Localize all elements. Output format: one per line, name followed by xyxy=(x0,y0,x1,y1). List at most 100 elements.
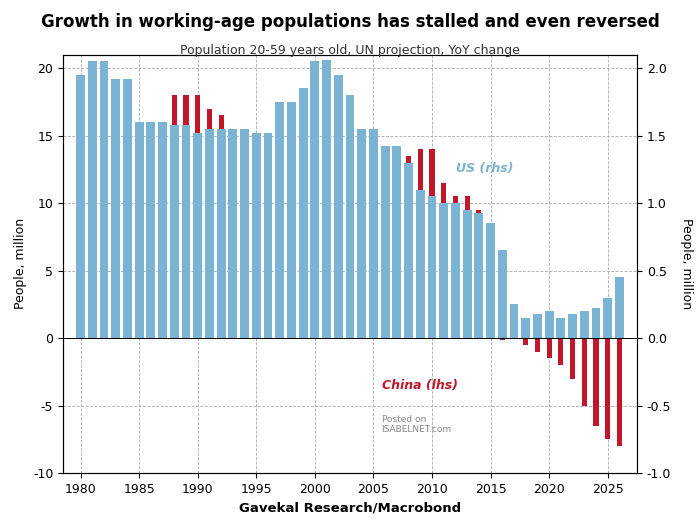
Bar xyxy=(264,133,272,338)
Bar xyxy=(136,142,142,338)
Bar xyxy=(111,79,120,338)
Bar xyxy=(334,75,343,338)
Bar xyxy=(570,338,575,379)
Bar xyxy=(170,125,178,338)
Bar xyxy=(545,311,554,338)
Bar xyxy=(523,338,528,345)
Bar xyxy=(510,304,519,338)
Bar xyxy=(533,314,542,338)
Bar xyxy=(453,197,458,338)
Bar xyxy=(123,79,132,338)
Bar xyxy=(312,244,318,338)
Bar xyxy=(547,338,552,358)
Y-axis label: People, million: People, million xyxy=(14,218,27,309)
Bar xyxy=(240,129,249,338)
Bar xyxy=(322,60,331,338)
Bar xyxy=(605,338,610,439)
Bar xyxy=(206,109,212,338)
Bar xyxy=(381,147,389,338)
Bar xyxy=(265,136,271,338)
Bar xyxy=(371,197,376,338)
Bar xyxy=(218,115,224,338)
Bar xyxy=(556,318,565,338)
Bar xyxy=(617,338,622,446)
Bar xyxy=(181,125,190,338)
Text: US (rhs): US (rhs) xyxy=(456,162,514,175)
Y-axis label: People, million: People, million xyxy=(680,218,692,309)
Bar xyxy=(429,149,435,338)
Bar xyxy=(394,183,400,338)
Bar xyxy=(90,170,95,338)
Bar xyxy=(580,311,589,338)
Bar xyxy=(488,311,494,338)
Bar xyxy=(299,88,307,338)
Bar xyxy=(558,338,564,365)
Bar xyxy=(463,210,472,338)
Bar xyxy=(146,122,155,338)
Bar xyxy=(148,122,153,338)
Bar xyxy=(406,156,411,338)
Text: China (lhs): China (lhs) xyxy=(382,380,458,393)
Bar xyxy=(451,203,460,338)
Bar xyxy=(88,61,97,338)
Bar xyxy=(195,95,200,338)
Bar xyxy=(125,163,130,338)
Bar xyxy=(369,129,378,338)
Bar xyxy=(76,75,85,338)
Bar xyxy=(535,338,540,352)
Bar xyxy=(134,122,144,338)
Bar xyxy=(183,95,188,338)
Text: Growth in working-age populations has stalled and even reversed: Growth in working-age populations has st… xyxy=(41,13,659,31)
Bar xyxy=(416,190,425,338)
Bar xyxy=(113,163,118,338)
Bar xyxy=(289,206,294,338)
Bar xyxy=(404,163,413,338)
Bar xyxy=(418,149,423,338)
Bar xyxy=(440,203,448,338)
Bar xyxy=(592,308,601,338)
Bar xyxy=(582,338,587,406)
Bar xyxy=(324,224,329,338)
Bar xyxy=(217,129,225,338)
Bar xyxy=(568,314,577,338)
Bar xyxy=(277,176,282,338)
Bar xyxy=(522,318,530,338)
Bar xyxy=(335,224,341,338)
Bar xyxy=(347,203,353,338)
Bar xyxy=(476,210,482,338)
Bar xyxy=(311,61,319,338)
Bar xyxy=(158,122,167,338)
Bar xyxy=(615,277,624,338)
Bar xyxy=(228,129,237,338)
Bar xyxy=(252,133,260,338)
Bar xyxy=(465,197,470,338)
Bar xyxy=(287,102,296,338)
Bar xyxy=(428,197,436,338)
Bar xyxy=(382,190,388,338)
Bar xyxy=(594,338,598,426)
Bar xyxy=(441,183,447,338)
Text: Population 20-59 years old, UN projection, YoY change: Population 20-59 years old, UN projectio… xyxy=(180,44,520,57)
Bar xyxy=(102,170,106,338)
Bar xyxy=(498,251,507,338)
X-axis label: Gavekal Research/Macrobond: Gavekal Research/Macrobond xyxy=(239,501,461,514)
Bar xyxy=(486,224,495,338)
Bar xyxy=(346,95,354,338)
Bar xyxy=(359,197,364,338)
Bar xyxy=(193,133,202,338)
Bar xyxy=(99,61,108,338)
Bar xyxy=(357,129,366,338)
Bar xyxy=(230,136,235,338)
Bar xyxy=(475,213,483,338)
Bar xyxy=(242,136,247,338)
Text: Posted on
ISABELNET.com: Posted on ISABELNET.com xyxy=(382,414,452,434)
Bar xyxy=(160,122,165,338)
Bar xyxy=(78,190,83,338)
Bar xyxy=(603,297,612,338)
Bar xyxy=(172,95,177,338)
Bar xyxy=(205,129,214,338)
Bar xyxy=(275,102,284,338)
Bar xyxy=(253,136,259,338)
Bar xyxy=(500,338,505,340)
Bar xyxy=(393,147,401,338)
